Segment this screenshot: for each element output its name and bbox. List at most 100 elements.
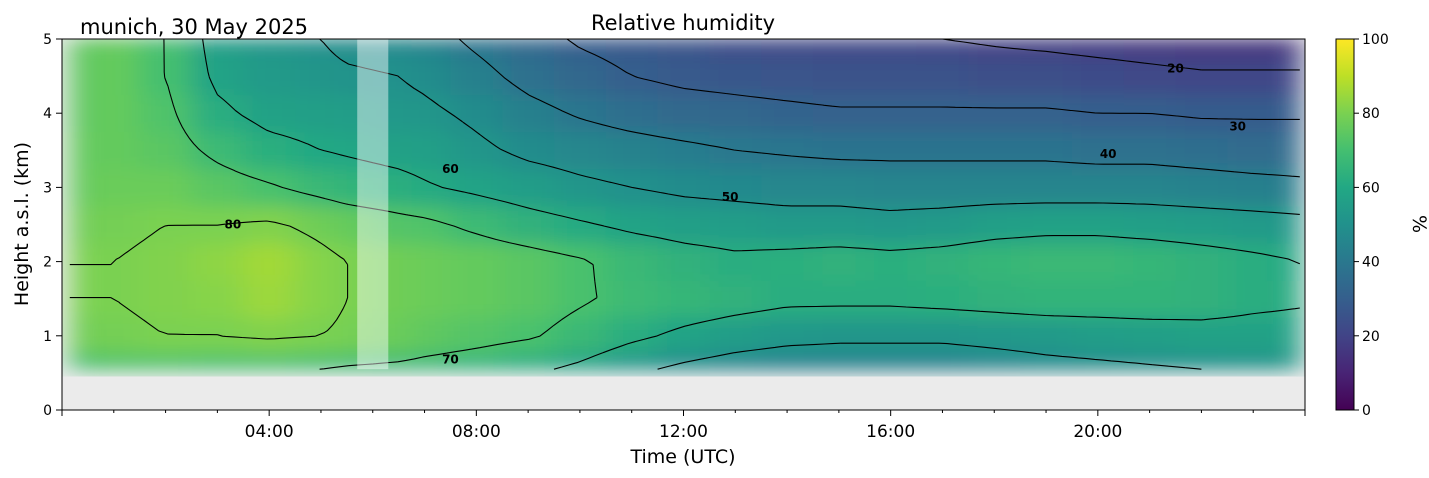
heatmap-cell (295, 243, 335, 281)
heatmap-cell (333, 280, 374, 318)
heatmap-cell (1175, 57, 1228, 96)
heatmap-cell (761, 352, 814, 370)
heatmap-field (69, 39, 1301, 370)
x-tick-label: 04:00 (245, 422, 294, 442)
heatmap-cell (333, 131, 374, 170)
heatmap-cell (243, 205, 296, 244)
heatmap-cell (812, 352, 866, 370)
x-tick-label: 20:00 (1073, 422, 1122, 442)
heatmap-cell (968, 352, 1021, 370)
heatmap-cell (139, 94, 192, 133)
heatmap-cell (139, 352, 192, 370)
colorbar: 0 20 40 60 80 100 % (1335, 32, 1429, 419)
heatmap-cell (1020, 94, 1073, 133)
heatmap-cell (812, 57, 866, 96)
heatmap-cell (554, 131, 607, 170)
heatmap-cell (502, 317, 555, 353)
heatmap-cell (69, 168, 93, 207)
heatmap-cell (411, 94, 451, 133)
heatmap-cell (1020, 280, 1073, 318)
heatmap-cell (864, 39, 918, 59)
heatmap-cell (709, 94, 762, 133)
colorbar-tick-label: 40 (1362, 255, 1380, 271)
heatmap-cell (605, 94, 659, 133)
contour-line (566, 39, 1300, 120)
contour-label: 60 (442, 162, 459, 176)
heatmap-cell (1175, 317, 1228, 353)
heatmap-cell (605, 243, 659, 281)
heatmap-cell (295, 205, 335, 244)
heatmap-cell (1227, 243, 1278, 281)
contour-label: 30 (1229, 120, 1246, 134)
heatmap-cell (1276, 57, 1301, 96)
y-tick-label: 4 (43, 106, 52, 122)
heatmap-cell (1175, 131, 1228, 170)
heatmap-cell (1276, 131, 1301, 170)
heatmap-cell (968, 57, 1021, 96)
heatmap-cell (191, 243, 244, 281)
heatmap-cell (243, 317, 296, 353)
heatmap-cell (91, 168, 141, 207)
heatmap-cell (1276, 94, 1301, 133)
plot-area: 20 30 40 50 60 70 80 (61, 38, 1306, 411)
heatmap-cell (1227, 94, 1278, 133)
heatmap-cell (1123, 131, 1177, 170)
heatmap-cell (411, 280, 451, 318)
heatmap-cell (605, 352, 659, 370)
heatmap-cell (450, 205, 503, 244)
colorbar-label: % (1408, 215, 1429, 233)
y-tick-label: 5 (43, 32, 52, 48)
heatmap-cell (450, 94, 503, 133)
heatmap-cell (243, 57, 296, 96)
contour-lines (69, 39, 1301, 370)
heatmap-cell (450, 317, 503, 353)
colorbar-tick-label: 80 (1362, 106, 1380, 122)
heatmap-cell (864, 94, 918, 133)
heatmap-cell (295, 352, 335, 370)
heatmap-cell (502, 168, 555, 207)
colorbar-ticks: 0 20 40 60 80 100 (1354, 32, 1389, 419)
heatmap-cell (295, 168, 335, 207)
heatmap-cell (91, 131, 141, 170)
heatmap-cell (1071, 57, 1125, 96)
heatmap-cell (1175, 352, 1228, 370)
contour-label: 70 (442, 353, 459, 367)
chart-subtitle: munich, 30 May 2025 (80, 15, 308, 39)
heatmap-cell (812, 280, 866, 318)
heatmap-cell (554, 94, 607, 133)
heatmap-cell (372, 131, 413, 170)
heatmap-cell (1123, 205, 1177, 244)
contour-label: 20 (1167, 62, 1184, 76)
heatmap-cell (295, 317, 335, 353)
heatmap-cell (139, 39, 192, 59)
heatmap-cell (450, 280, 503, 318)
heatmap-cell (812, 205, 866, 244)
heatmap-cell (709, 205, 762, 244)
y-tick-label: 0 (43, 403, 52, 419)
heatmap-cell (761, 39, 814, 59)
heatmap-cell (69, 280, 93, 318)
x-tick-label: 08:00 (452, 422, 501, 442)
heatmap-cell (657, 280, 710, 318)
heatmap-cell (1123, 39, 1177, 59)
heatmap-cell (968, 131, 1021, 170)
heatmap-cell (139, 57, 192, 96)
contour-line (319, 39, 1300, 370)
heatmap-cell (1123, 168, 1177, 207)
heatmap-cell (191, 280, 244, 318)
heatmap-cell (812, 243, 866, 281)
y-axis: 0 1 2 3 4 5 (43, 32, 62, 419)
heatmap-cell (812, 317, 866, 353)
contour-labels: 20 30 40 50 60 70 80 (225, 62, 1246, 367)
heatmap-cell (191, 94, 244, 133)
heatmap-cell (502, 205, 555, 244)
heatmap-cell (1071, 39, 1125, 59)
heatmap-cell (554, 243, 607, 281)
heatmap-cell (554, 280, 607, 318)
heatmap-cell (761, 168, 814, 207)
heatmap-cell (69, 205, 93, 244)
contour-line (69, 220, 349, 340)
heatmap-cell (709, 39, 762, 59)
heatmap-cell (1123, 243, 1177, 281)
heatmap-cell (812, 39, 866, 59)
